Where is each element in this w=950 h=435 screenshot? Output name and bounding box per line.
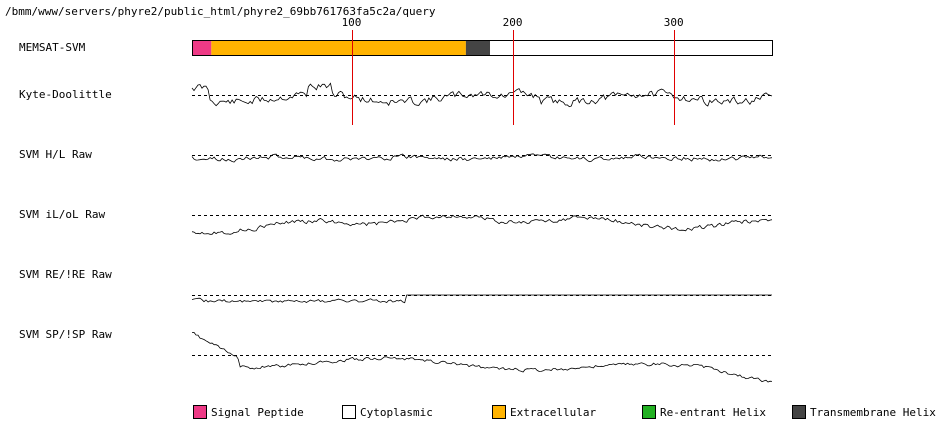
legend-swatch-cytoplasmic — [342, 405, 356, 419]
kyte-doolittle-label: Kyte-Doolittle — [19, 88, 112, 101]
svm-iloL-label: SVM iL/oL Raw — [19, 208, 106, 221]
spisp-trace — [191, 331, 773, 383]
legend-swatch-signal-peptide — [193, 405, 207, 419]
legend-label: Re-entrant Helix — [660, 405, 766, 419]
tick-label-200: 200 — [503, 16, 523, 29]
svm-hl-label: SVM H/L Raw — [19, 148, 92, 161]
ruler-lines — [352, 30, 675, 125]
segment-cytoplasmic — [490, 40, 772, 55]
query-path: /bmm/www/servers/phyre2/public_html/phyr… — [5, 5, 436, 18]
legend-label: Signal Peptide — [211, 405, 304, 419]
memsat-bar — [192, 40, 773, 56]
segment-extracellular — [211, 40, 466, 55]
legend-signal-peptide: Signal Peptide — [193, 404, 304, 420]
legend-cytoplasmic: Cytoplasmic — [342, 404, 433, 420]
legend-label: Transmembrane Helix — [810, 405, 936, 419]
legend-swatch-extracellular — [492, 405, 506, 419]
legend-label: Cytoplasmic — [360, 405, 433, 419]
segment-signal-peptide — [192, 40, 212, 55]
reire-trace — [191, 294, 772, 304]
prediction-tracks — [191, 82, 773, 383]
legend-extracellular: Extracellular — [492, 404, 596, 420]
segment-transmembrane-helix — [465, 40, 491, 55]
svm-reire-label: SVM RE/!RE Raw — [19, 268, 112, 281]
hl-trace — [191, 153, 773, 163]
memsat-bar-border — [192, 40, 773, 56]
legend-swatch-re-entrant-helix — [642, 405, 656, 419]
iloL-trace — [191, 214, 773, 235]
svm-spisp-label: SVM SP/!SP Raw — [19, 328, 112, 341]
tick-label-300: 300 — [664, 16, 684, 29]
legend-transmembrane-helix: Transmembrane Helix — [792, 404, 936, 420]
kyte-trace — [191, 82, 773, 108]
legend-re-entrant-helix: Re-entrant Helix — [642, 404, 766, 420]
legend-swatch-transmembrane-helix — [792, 405, 806, 419]
legend-label: Extracellular — [510, 405, 597, 419]
memsat-label: MEMSAT-SVM — [19, 41, 86, 54]
topology-plot: 100 200 300 — [191, 16, 773, 383]
tick-label-100: 100 — [342, 16, 362, 29]
